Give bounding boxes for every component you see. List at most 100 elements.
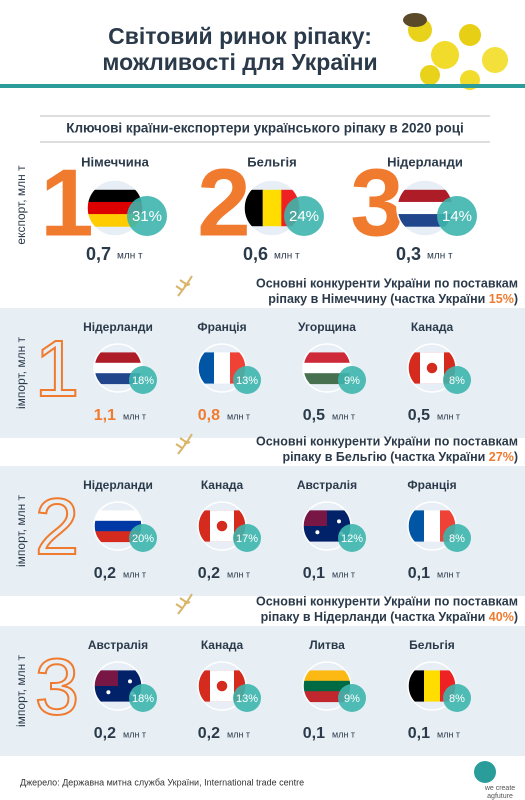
value: 0,2 [94, 725, 116, 742]
unit: млн т [437, 411, 460, 421]
unit: млн т [427, 251, 453, 262]
share-badge [233, 366, 261, 394]
unit: млн т [123, 411, 146, 421]
share-badge [127, 196, 167, 236]
logo [474, 761, 496, 783]
country: Нідерланди [387, 154, 463, 169]
unit: млн т [123, 729, 146, 739]
stripe [262, 189, 282, 227]
unit: млн т [227, 569, 250, 579]
leaf [426, 362, 438, 374]
country: Канада [201, 478, 244, 492]
flag [198, 344, 246, 392]
share: 8% [449, 533, 465, 545]
rank: 2 [35, 482, 80, 571]
stripe [94, 670, 118, 686]
title-part: ) [514, 450, 518, 464]
share-badge [443, 366, 471, 394]
leaf [216, 520, 228, 532]
country: Нідерланди [83, 478, 153, 492]
stripe [94, 531, 142, 543]
wheat [175, 275, 193, 297]
stripe [94, 362, 142, 374]
share-badge [233, 524, 261, 552]
share: 9% [344, 375, 360, 387]
share-badge [443, 524, 471, 552]
wheat [175, 593, 193, 615]
value: 0,1 [408, 725, 430, 742]
value: 0,7 [86, 244, 111, 264]
rank: 1 [40, 149, 93, 256]
share: 13% [236, 375, 258, 387]
wheat [175, 433, 193, 455]
share-badge [443, 684, 471, 712]
country: Франція [407, 478, 456, 492]
rank: 2 [197, 149, 250, 256]
title-part: ) [514, 610, 518, 624]
value: 0,5 [303, 407, 325, 424]
country: Австралія [297, 478, 357, 492]
value: 0,2 [198, 725, 220, 742]
country: Угорщина [298, 320, 356, 334]
value: 0,8 [198, 407, 220, 424]
section-title: Основні конкуренти України по поставкам [256, 594, 518, 608]
value: 1,1 [94, 407, 116, 424]
stripe [424, 670, 441, 702]
unit: млн т [227, 729, 250, 739]
value: 0,5 [408, 407, 430, 424]
share: 17% [236, 533, 258, 545]
title-part: 40% [489, 610, 514, 624]
share-badge [437, 196, 477, 236]
value: 0,2 [198, 565, 220, 582]
share: 14% [442, 208, 472, 225]
value: 0,1 [408, 565, 430, 582]
stripe [397, 189, 453, 203]
stripe [94, 352, 142, 364]
axis-label: імпорт, млн т [14, 654, 28, 727]
value: 0,1 [303, 565, 325, 582]
share-badge [129, 524, 157, 552]
share: 12% [341, 533, 363, 545]
unit: млн т [437, 569, 460, 579]
stripe [198, 352, 215, 384]
logo-text: agfuture [487, 793, 513, 800]
divider [0, 84, 525, 88]
unit: млн т [117, 251, 143, 262]
value: 0,1 [303, 725, 325, 742]
share-badge [338, 524, 366, 552]
country: Нідерланди [83, 320, 153, 334]
stripe [214, 352, 231, 384]
share: 24% [289, 208, 319, 225]
subtitle: Ключові країни-експортери українського р… [66, 121, 464, 136]
country: Литва [309, 638, 345, 652]
title-part: ріпаку в Нідерланди (частка України [261, 610, 489, 624]
section-title: Основні конкуренти України по поставкам [256, 434, 518, 448]
title: можливості для України [102, 49, 377, 75]
share: 20% [132, 533, 154, 545]
country: Канада [201, 638, 244, 652]
share: 31% [132, 208, 162, 225]
title-part: 15% [489, 292, 514, 306]
stripe [94, 373, 142, 385]
rank: 3 [35, 642, 80, 731]
leaf [216, 680, 228, 692]
country: Франція [197, 320, 246, 334]
source: Джерело: Державна митна служба України, … [20, 777, 304, 787]
title-part: ріпаку в Німеччину (частка України [268, 292, 489, 306]
rank: 3 [350, 149, 403, 256]
flag [94, 344, 142, 392]
star [128, 679, 132, 684]
country: Австралія [88, 638, 148, 652]
section-title: ріпаку в Нідерланди (частка України 40%) [261, 610, 518, 624]
title-part: ріпаку в Бельгію (частка України [282, 450, 488, 464]
share-badge [338, 366, 366, 394]
title-part: 27% [489, 450, 514, 464]
share: 9% [344, 693, 360, 705]
flower [403, 13, 508, 90]
unit: млн т [274, 251, 300, 262]
share-badge [129, 366, 157, 394]
star [337, 519, 341, 524]
axis-label: експорт, млн т [14, 165, 28, 245]
value: 0,6 [243, 244, 268, 264]
stripe [408, 510, 425, 542]
